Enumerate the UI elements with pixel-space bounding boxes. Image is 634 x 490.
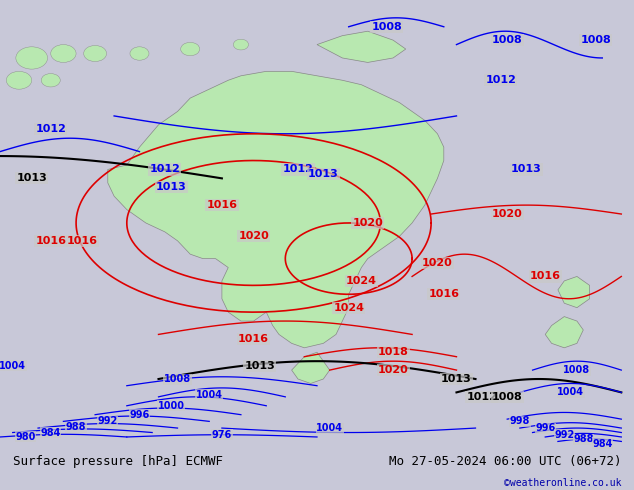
Text: 1024: 1024 [333,303,364,313]
Text: 1024: 1024 [346,276,377,286]
Text: 976: 976 [212,430,232,440]
Text: 1016: 1016 [429,289,459,299]
Text: 984: 984 [41,427,61,438]
Text: 1008: 1008 [164,374,191,384]
Text: Mo 27-05-2024 06:00 UTC (06+72): Mo 27-05-2024 06:00 UTC (06+72) [389,455,621,468]
Text: 1012: 1012 [467,392,497,402]
Polygon shape [545,317,583,348]
Text: 1004: 1004 [0,361,26,370]
Text: 1004: 1004 [196,390,223,400]
Text: 1012: 1012 [283,165,313,174]
Text: 1012: 1012 [150,165,180,174]
Text: 1020: 1020 [238,231,269,242]
Text: 1008: 1008 [492,35,522,45]
Circle shape [84,46,107,62]
Polygon shape [292,352,330,384]
Text: 1013: 1013 [308,169,339,179]
Text: 1008: 1008 [581,35,611,45]
Text: 1004: 1004 [557,388,584,397]
Circle shape [16,47,48,69]
Text: 992: 992 [554,430,574,440]
Text: 1008: 1008 [492,392,522,402]
Polygon shape [317,31,406,62]
Text: 1020: 1020 [353,218,383,228]
Text: 1008: 1008 [372,22,402,32]
Text: 1004: 1004 [316,423,343,433]
Text: 1012: 1012 [36,124,66,134]
Text: 988: 988 [66,422,86,432]
Text: 1012: 1012 [486,75,516,85]
Text: 1016: 1016 [207,200,237,210]
Text: 988: 988 [573,434,593,444]
Text: 996: 996 [535,423,555,433]
Circle shape [181,42,200,56]
Circle shape [233,39,249,50]
Text: 1013: 1013 [156,182,186,192]
Text: 1013: 1013 [511,165,541,174]
Text: 1016: 1016 [530,271,560,281]
Text: 998: 998 [510,416,530,426]
Text: 984: 984 [592,439,612,449]
Text: 1016: 1016 [67,236,98,246]
Polygon shape [558,276,590,308]
Text: 1013: 1013 [245,361,275,370]
Text: 1008: 1008 [564,365,590,375]
Text: ©weatheronline.co.uk: ©weatheronline.co.uk [504,478,621,489]
Text: 1016: 1016 [36,236,66,246]
Text: 1020: 1020 [378,365,408,375]
Text: 1020: 1020 [492,209,522,219]
Text: Surface pressure [hPa] ECMWF: Surface pressure [hPa] ECMWF [13,455,223,468]
Text: 996: 996 [129,410,150,420]
Polygon shape [108,72,444,348]
Text: 1020: 1020 [422,258,453,268]
Circle shape [6,72,32,89]
Text: 1018: 1018 [378,347,408,357]
Text: 1013: 1013 [441,374,472,384]
Text: 1016: 1016 [238,334,269,344]
Text: 1013: 1013 [16,173,47,183]
Circle shape [41,74,60,87]
Circle shape [130,47,149,60]
Circle shape [51,45,76,62]
Text: 992: 992 [98,416,118,426]
Text: 980: 980 [15,432,36,442]
Text: 1000: 1000 [158,401,184,411]
